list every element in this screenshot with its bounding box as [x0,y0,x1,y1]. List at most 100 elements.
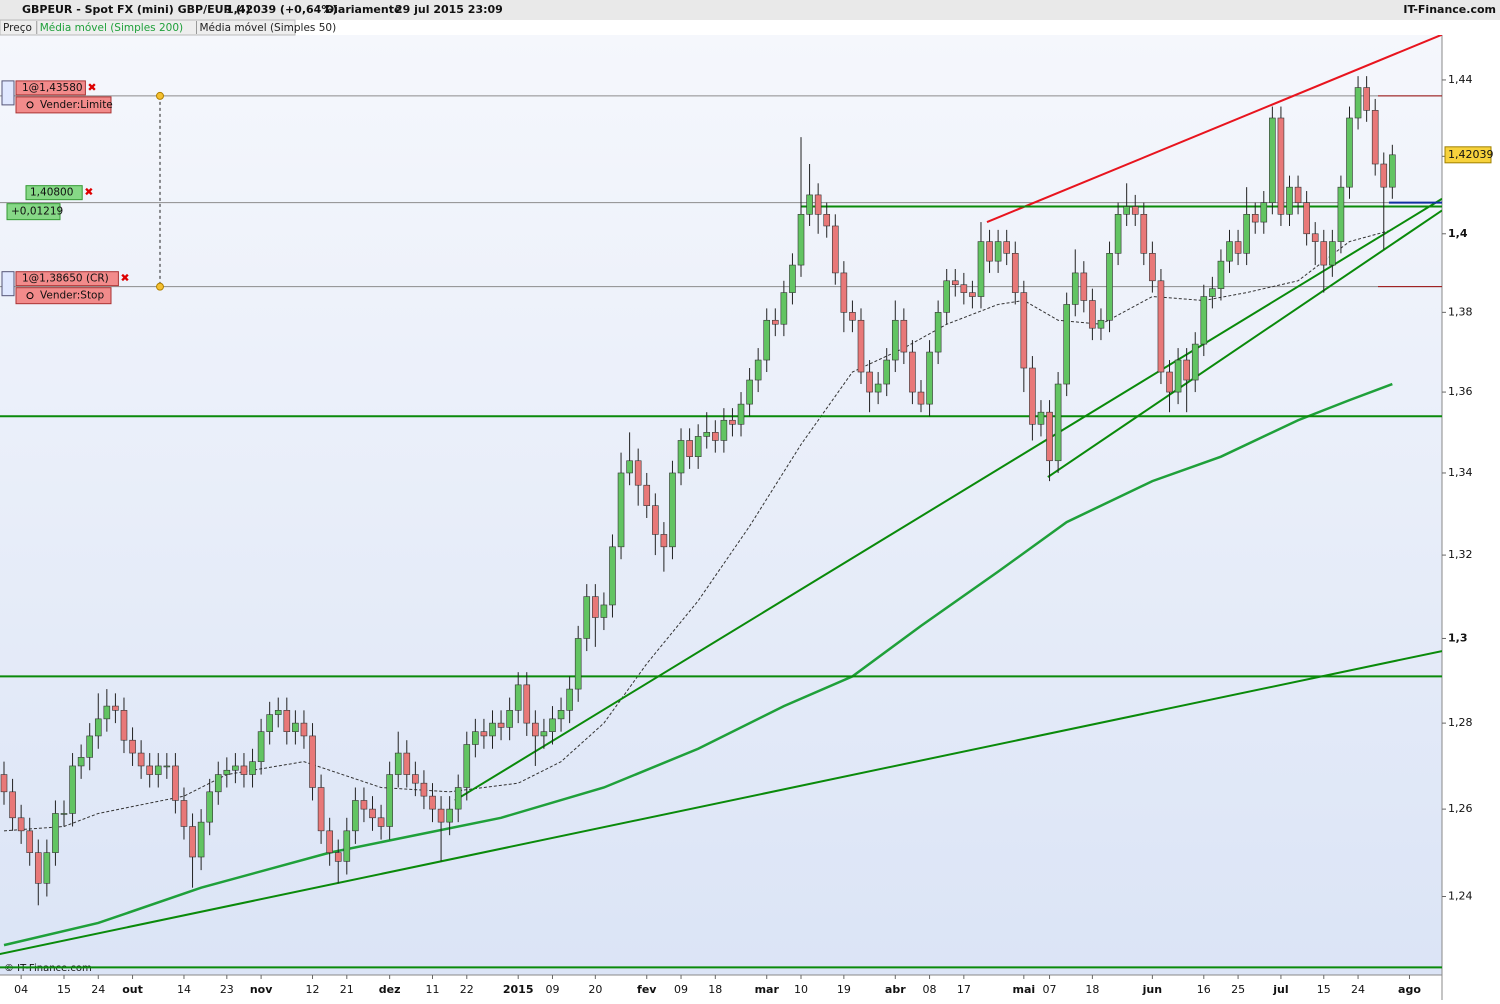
trendline [454,197,1442,802]
order-handle [156,282,164,291]
candle-body [1234,241,1242,254]
candle-body [934,312,942,353]
candle-body [429,795,436,810]
order-label-box [15,80,86,96]
candle-body [643,484,651,506]
candle-body [77,757,85,767]
candle-body [1251,214,1259,223]
candle-body [420,782,428,797]
candle-body [720,419,728,441]
candle-body [1277,117,1285,215]
candle-body [34,852,42,884]
candle-body [874,383,882,393]
y-tick-label: 1,26 [1448,802,1473,815]
x-tick-label: ago [1398,983,1421,996]
candle-body [377,817,385,827]
candle-body [257,731,265,762]
candle-body [986,241,993,262]
candle-body [566,688,573,711]
x-tick-label: 20 [588,983,602,996]
legend-entry: Média móvel (Simples 200) [40,22,183,34]
trendline [1047,209,1442,478]
candle-body [1114,214,1122,254]
candle-body [1166,371,1173,393]
candle-body [240,765,248,775]
x-tick-label: jul [1272,983,1288,996]
candle-body [1354,87,1362,119]
x-tick-label: 23 [220,983,234,996]
order-close[interactable]: ✖ [87,81,96,94]
candle-body [446,808,453,823]
candle-body [214,774,222,793]
period: Diariamente [325,3,401,16]
candle-body [1209,288,1216,297]
candle-body [326,830,333,853]
candle-body [737,403,745,425]
candle-body [1149,253,1156,282]
candle-body [274,710,282,715]
x-tick-label: 11 [426,983,440,996]
candle-body [1131,206,1139,215]
order-label-box [15,271,119,287]
candle-body [1071,272,1079,305]
candle-body [917,391,925,405]
candle-body [754,359,762,381]
candle-body [574,638,582,690]
x-tick-label: 07 [1043,983,1057,996]
candle-body [112,705,119,711]
x-tick-label: jun [1142,983,1162,996]
position-close[interactable]: ✖ [84,186,93,199]
candle-body [394,752,402,775]
candle-body [189,826,196,858]
x-tick-label: 04 [14,983,28,996]
candle-body [1037,411,1045,425]
candle-body [831,225,839,274]
candle-body [1337,186,1345,242]
candle-body [1011,253,1019,293]
candle-body [163,765,171,768]
x-tick-label: 09 [674,983,688,996]
candle-body [1294,186,1302,203]
y-tick-label: 1,24 [1448,889,1473,902]
x-tick-label: abr [885,983,906,996]
candle-body [1183,359,1190,381]
order-grip[interactable] [1,80,15,106]
candle-body [1089,300,1096,329]
position-label: 1,40800 [30,187,73,199]
order-close[interactable]: ✖ [120,272,129,285]
x-tick-label: 25 [1231,983,1245,996]
candle-body [1080,272,1088,301]
trendline [986,35,1442,224]
x-tick-label: 18 [1085,983,1099,996]
candle-body [1303,202,1310,235]
candle-body [266,714,273,732]
x-tick-label: 08 [923,983,937,996]
candle-body [292,722,299,732]
candle-body [729,419,736,425]
candle-body [480,731,488,737]
candle-body [669,472,676,548]
candle-body [1260,202,1268,223]
candle-body [206,791,213,823]
candle-body [866,371,873,393]
candle-body [712,432,719,441]
y-tick-label: 1,28 [1448,716,1473,729]
candle-body [1311,233,1319,242]
title: GBPEUR - Spot FX (mini) GBP/EUR (-) [22,3,250,16]
candle-body [994,241,1002,262]
copyright: © IT-Finance.com [4,963,92,974]
candle-body [300,722,308,737]
candle-body [352,800,359,832]
candle-body [523,684,531,724]
order-label: 1@1,38650 (CR) [22,273,109,285]
candle-body [557,710,565,720]
candle-body [600,604,608,618]
candle-body [60,813,68,815]
candle-body [1097,319,1105,329]
candle-body [1269,117,1276,203]
candle-body [1191,343,1199,381]
x-tick-label: 17 [957,983,971,996]
x-tick-label: 16 [1197,983,1211,996]
order-grip[interactable] [1,271,15,297]
